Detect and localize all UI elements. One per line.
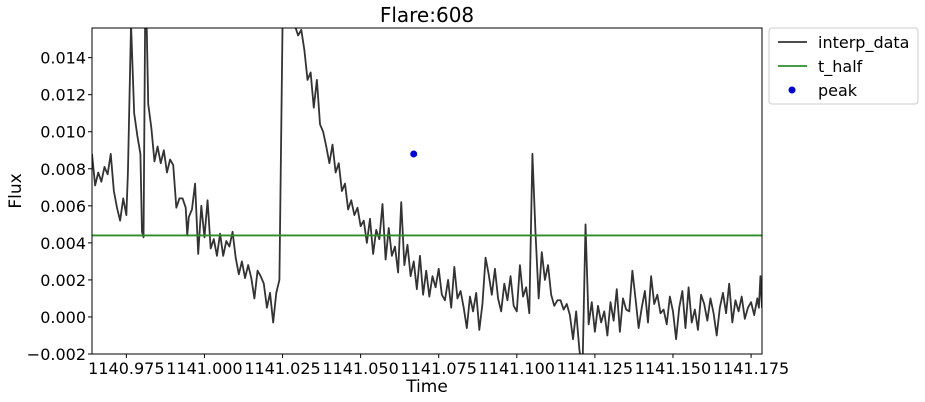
y-tick-label: 0.000 bbox=[40, 308, 86, 327]
y-tick-label: 0.004 bbox=[40, 234, 86, 253]
series-line-interp-data bbox=[92, 28, 762, 354]
peak-marker bbox=[410, 150, 418, 158]
chart-title: Flare:608 bbox=[380, 3, 474, 27]
legend-label-t-half: t_half bbox=[818, 57, 863, 77]
y-axis-title: Flux bbox=[6, 173, 26, 208]
x-tick-label: 1141.175 bbox=[713, 359, 789, 378]
legend-box bbox=[768, 27, 919, 105]
x-tick-label: 1141.100 bbox=[479, 359, 555, 378]
x-tick-label: 1141.050 bbox=[322, 359, 398, 378]
x-tick-label: 1141.000 bbox=[166, 359, 242, 378]
x-tick-label: 1141.125 bbox=[557, 359, 633, 378]
legend: interp_data t_half peak bbox=[768, 27, 919, 105]
y-tick-label: 0.008 bbox=[40, 160, 86, 179]
y-tick-label: 0.014 bbox=[40, 49, 86, 68]
x-tick-label: 1141.025 bbox=[244, 359, 320, 378]
y-tick-label: 0.010 bbox=[40, 123, 86, 142]
legend-label-interp-data: interp_data bbox=[818, 33, 909, 53]
x-tick-label: 1141.150 bbox=[635, 359, 711, 378]
x-axis: 1140.975 1141.000 1141.025 1141.050 1141.075… bbox=[88, 354, 789, 378]
y-tick-label: 0.002 bbox=[40, 271, 86, 290]
y-tick-label: 0.012 bbox=[40, 86, 86, 105]
x-tick-label: 1141.075 bbox=[401, 359, 477, 378]
y-tick-label: −0.002 bbox=[27, 345, 86, 364]
plot-frame bbox=[91, 27, 763, 355]
x-axis-title: Time bbox=[405, 377, 448, 397]
y-axis: −0.002 0.000 0.002 0.004 0.006 0.008 0.010 0.01… bbox=[27, 49, 92, 364]
legend-label-peak: peak bbox=[818, 81, 858, 100]
y-tick-label: 0.006 bbox=[40, 197, 86, 216]
x-tick-label: 1140.975 bbox=[88, 359, 164, 378]
legend-swatch-peak bbox=[788, 86, 796, 94]
